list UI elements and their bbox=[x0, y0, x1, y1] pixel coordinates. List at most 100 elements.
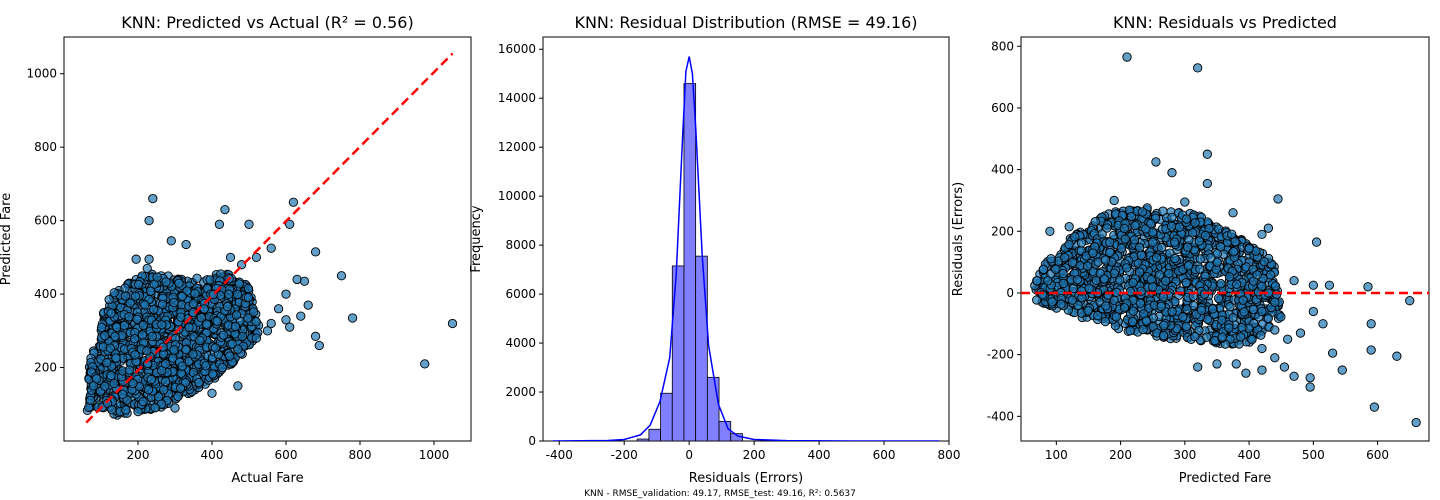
data-point bbox=[1212, 257, 1222, 267]
x-tick-label: 600 bbox=[275, 448, 298, 462]
histogram-bar bbox=[660, 392, 673, 441]
data-point bbox=[129, 334, 140, 344]
data-point bbox=[1127, 316, 1138, 327]
data-point bbox=[1157, 242, 1167, 253]
data-point bbox=[1045, 226, 1055, 236]
data-point bbox=[1224, 272, 1235, 282]
data-point bbox=[199, 304, 209, 314]
data-point bbox=[303, 300, 313, 310]
data-point bbox=[1046, 254, 1056, 264]
data-point bbox=[1244, 244, 1254, 254]
data-point bbox=[1257, 306, 1267, 317]
data-point bbox=[109, 288, 119, 298]
data-point bbox=[234, 279, 244, 289]
y-tick-label: 200 bbox=[991, 224, 1014, 238]
data-point bbox=[1156, 301, 1166, 312]
data-point bbox=[1236, 332, 1246, 342]
data-point bbox=[299, 276, 310, 286]
data-point bbox=[420, 359, 430, 369]
data-point bbox=[218, 330, 229, 340]
data-point bbox=[1366, 345, 1376, 355]
data-point bbox=[1295, 328, 1306, 338]
data-point bbox=[1366, 319, 1376, 329]
data-point bbox=[1181, 214, 1192, 224]
data-point bbox=[181, 345, 191, 355]
data-point bbox=[1064, 239, 1074, 250]
data-point bbox=[140, 300, 150, 310]
data-point bbox=[130, 350, 140, 360]
data-point bbox=[248, 307, 259, 317]
data-point bbox=[85, 395, 96, 406]
data-point bbox=[190, 288, 200, 299]
data-point bbox=[1279, 362, 1290, 372]
data-point bbox=[1392, 351, 1402, 361]
data-point bbox=[1247, 334, 1257, 345]
data-point bbox=[1248, 304, 1258, 315]
data-point bbox=[188, 307, 198, 318]
data-point bbox=[1270, 325, 1280, 335]
data-point bbox=[1068, 283, 1078, 294]
data-point bbox=[273, 304, 284, 314]
data-point bbox=[1252, 270, 1262, 280]
data-point bbox=[1125, 326, 1135, 336]
data-point bbox=[120, 291, 131, 301]
data-point bbox=[1308, 306, 1318, 317]
data-point bbox=[160, 359, 171, 369]
data-point bbox=[161, 277, 171, 287]
data-point bbox=[181, 239, 191, 250]
data-point bbox=[1166, 221, 1177, 231]
data-point bbox=[1183, 261, 1194, 271]
data-point bbox=[1257, 365, 1267, 375]
data-point bbox=[1130, 220, 1140, 231]
data-point bbox=[1161, 276, 1171, 286]
data-point bbox=[1212, 359, 1222, 369]
data-point bbox=[1263, 313, 1273, 323]
data-point bbox=[100, 331, 110, 341]
data-point bbox=[243, 283, 254, 294]
data-point bbox=[1167, 168, 1177, 178]
data-point bbox=[1201, 332, 1212, 342]
data-point bbox=[1190, 218, 1200, 228]
data-point bbox=[144, 254, 154, 264]
data-point bbox=[1182, 304, 1192, 314]
data-point bbox=[227, 339, 237, 349]
data-point bbox=[118, 389, 128, 400]
data-point bbox=[1082, 261, 1093, 271]
data-point bbox=[1146, 218, 1156, 229]
data-point bbox=[1032, 276, 1042, 286]
data-point bbox=[1213, 293, 1224, 303]
x-tick-label: 300 bbox=[1173, 448, 1196, 462]
data-point bbox=[1194, 236, 1204, 246]
y-tick-label: 0 bbox=[1006, 286, 1014, 300]
x-tick-label: 400 bbox=[1238, 448, 1261, 462]
data-point bbox=[285, 219, 295, 229]
data-point bbox=[251, 317, 261, 327]
data-point bbox=[1137, 207, 1148, 217]
data-point bbox=[1180, 197, 1190, 207]
data-point bbox=[1369, 402, 1380, 412]
data-point bbox=[1115, 275, 1125, 285]
data-point bbox=[1263, 223, 1274, 233]
data-point bbox=[1206, 253, 1216, 263]
data-point bbox=[1105, 237, 1115, 248]
histogram-bar bbox=[718, 421, 732, 441]
data-point bbox=[1126, 211, 1137, 222]
data-point bbox=[159, 385, 169, 395]
data-point bbox=[212, 316, 222, 326]
data-point bbox=[1257, 281, 1267, 291]
data-point bbox=[1093, 311, 1103, 321]
data-point bbox=[1217, 315, 1227, 325]
data-point bbox=[1099, 274, 1110, 284]
data-point bbox=[1138, 324, 1148, 335]
data-point bbox=[208, 369, 218, 379]
data-point bbox=[1060, 252, 1070, 263]
data-point bbox=[1289, 371, 1299, 381]
y-tick-label: 14000 bbox=[498, 91, 536, 105]
data-point bbox=[1032, 295, 1042, 305]
plot-layer bbox=[82, 52, 458, 424]
data-point bbox=[107, 405, 117, 415]
y-tick-label: 200 bbox=[34, 361, 57, 375]
data-point bbox=[1070, 232, 1080, 242]
data-point bbox=[124, 312, 134, 322]
data-point bbox=[144, 215, 154, 226]
